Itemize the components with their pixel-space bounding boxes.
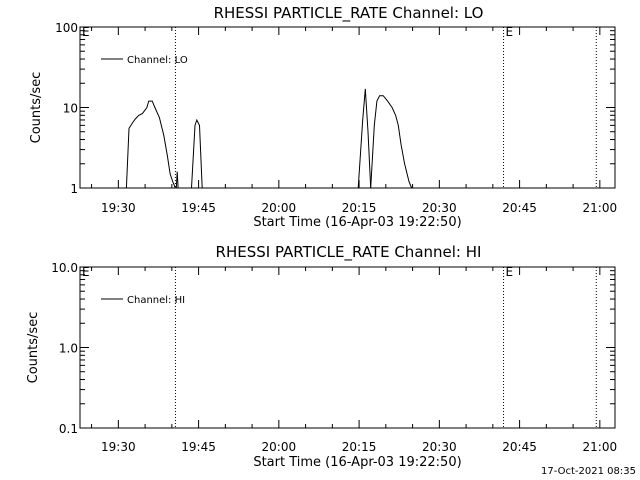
y-tick-label: 1 <box>70 182 78 196</box>
y-tick-label: 10 <box>63 102 78 116</box>
plot-frame <box>79 266 616 429</box>
x-tick-label: 21:00 <box>583 201 618 215</box>
series-trace <box>191 118 203 189</box>
series-trace <box>125 100 176 189</box>
x-tick-label: 20:00 <box>262 201 297 215</box>
y-axis-label: Counts/sec <box>26 312 41 384</box>
x-tick-label: 19:30 <box>101 440 136 454</box>
hi-channel-panel: RHESSI PARTICLE_RATE Channel: HI 19:30 19:… <box>26 243 617 470</box>
footer-timestamp: 17-Oct-2021 08:35 <box>541 466 636 477</box>
x-tick-label: 21:00 <box>583 440 618 454</box>
x-tick-label: 20:15 <box>342 201 377 215</box>
x-tick-label: 19:45 <box>181 440 216 454</box>
y-tick-label: 100 <box>55 21 78 35</box>
series-trace <box>357 88 372 189</box>
series-trace <box>370 95 413 189</box>
plot-frame <box>79 26 616 189</box>
x-tick-label: 19:30 <box>101 201 136 215</box>
x-tick-label: 20:30 <box>422 440 457 454</box>
x-tick-label: 19:45 <box>181 201 216 215</box>
series-trace <box>175 171 179 189</box>
chart-title: RHESSI PARTICLE_RATE Channel: LO <box>214 4 484 23</box>
x-tick-label: 20:45 <box>502 201 537 215</box>
y-tick-label: 0.1 <box>59 422 78 436</box>
x-tick-label: 20:00 <box>262 440 297 454</box>
x-tick-label: 20:45 <box>502 440 537 454</box>
event-marker-label: E <box>506 25 514 39</box>
x-axis-label: Start Time (16-Apr-03 19:22:50) <box>253 215 461 230</box>
legend-label: Channel: LO <box>127 55 188 66</box>
y-axis-label: Counts/sec <box>29 72 44 144</box>
legend-label: Channel: HI <box>127 295 185 306</box>
event-marker-label: E <box>506 265 514 279</box>
y-tick-label: 1.0 <box>59 342 78 356</box>
x-tick-label: 20:30 <box>422 201 457 215</box>
chart-title: RHESSI PARTICLE_RATE Channel: HI <box>216 243 482 262</box>
x-axis-label: Start Time (16-Apr-03 19:22:50) <box>253 455 461 470</box>
event-marker-label: E <box>82 25 90 39</box>
lo-channel-panel: RHESSI PARTICLE_RATE Channel: LO 19:30 19:… <box>29 4 617 230</box>
event-marker-label: E <box>82 265 90 279</box>
x-tick-label: 20:15 <box>342 440 377 454</box>
y-tick-label: 10.0 <box>51 261 78 275</box>
